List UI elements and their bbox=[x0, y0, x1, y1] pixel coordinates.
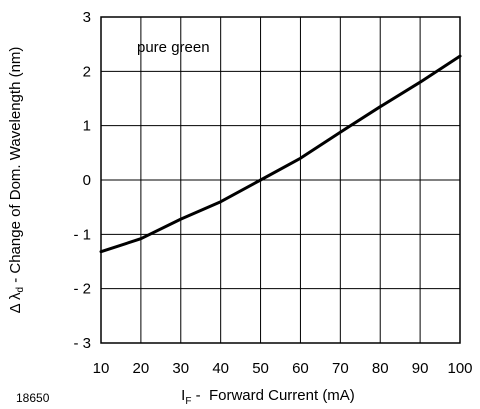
x-axis-text: - Forward Current (mA) bbox=[191, 387, 354, 404]
x-tick-label: 90 bbox=[412, 360, 429, 377]
x-tick-label: 10 bbox=[93, 360, 110, 377]
y-tick-label: 0 bbox=[83, 172, 91, 189]
y-tick-label: 2 bbox=[83, 63, 91, 80]
figure-id: 18650 bbox=[16, 391, 50, 405]
y-axis-subscript: d bbox=[15, 287, 26, 293]
y-tick-label: - 2 bbox=[73, 281, 91, 298]
y-axis-symbol: Δ λ bbox=[7, 292, 24, 313]
plot-border bbox=[100, 16, 461, 344]
x-tick-label: 50 bbox=[252, 360, 269, 377]
x-tick-label: 20 bbox=[133, 360, 150, 377]
x-tick-label: 30 bbox=[172, 360, 189, 377]
x-axis-symbol: I bbox=[181, 387, 185, 404]
x-tick-labels: 10 20 30 40 50 60 70 80 90 100 bbox=[93, 360, 473, 377]
y-tick-label: 1 bbox=[83, 118, 91, 135]
x-tick-label: 80 bbox=[372, 360, 389, 377]
annotation-label: pure green bbox=[137, 39, 210, 56]
x-axis-subscript: F bbox=[185, 396, 191, 407]
grid bbox=[100, 16, 461, 344]
y-tick-label: - 1 bbox=[73, 226, 91, 243]
plot-frame bbox=[100, 16, 461, 344]
series-line bbox=[99, 54, 462, 254]
x-tick-label: 60 bbox=[292, 360, 309, 377]
y-tick-label: 3 bbox=[83, 9, 91, 26]
y-axis-label: Δ λd - Change of Dom. Wavelength (nm) bbox=[7, 47, 26, 314]
x-tick-label: 70 bbox=[332, 360, 349, 377]
x-tick-label: 100 bbox=[447, 360, 472, 377]
y-axis-text: - Change of Dom. Wavelength (nm) bbox=[7, 47, 24, 287]
x-axis-label: IF - Forward Current (mA) bbox=[181, 387, 355, 407]
y-tick-label: - 3 bbox=[73, 335, 91, 352]
x-tick-label: 40 bbox=[212, 360, 229, 377]
y-tick-labels: 3 2 1 0 - 1 - 2 - 3 bbox=[73, 9, 91, 352]
series-group bbox=[99, 54, 462, 254]
